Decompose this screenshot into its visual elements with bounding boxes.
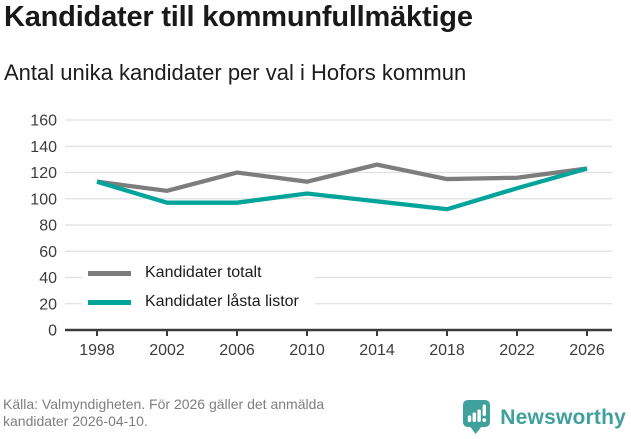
x-tick-label: 2018 <box>429 342 465 359</box>
y-tick-label: 20 <box>39 296 57 313</box>
x-tick-label: 2010 <box>289 342 325 359</box>
legend-label-locked: Kandidater låsta listor <box>145 293 299 310</box>
y-tick-label: 40 <box>39 270 57 287</box>
newsworthy-logo[interactable]: Newsworthy <box>463 400 626 435</box>
chart-svg: 0 20 40 60 80 100 120 140 160 1998 2002 2006 2010 201… <box>30 113 612 359</box>
source-note-line1: Källa: Valmyndigheten. För 2026 gäller d… <box>3 396 325 412</box>
series-line-0 <box>96 162 588 194</box>
legend-row-total: Kandidater totalt <box>88 261 299 285</box>
x-tick-label: 2022 <box>499 342 535 359</box>
legend-swatch-total-line <box>88 270 131 276</box>
chart-title: Kandidater till kommunfullmäktige <box>4 1 473 33</box>
x-tick-label: 2006 <box>219 342 255 359</box>
line-chart: 0 20 40 60 80 100 120 140 160 1998 2002 2006 2010 201… <box>0 105 631 365</box>
x-tick-label: 2002 <box>149 342 185 359</box>
x-tick-label: 2026 <box>569 342 605 359</box>
series-line-1 <box>96 166 588 212</box>
y-tick-label: 140 <box>30 139 57 156</box>
y-tick-label: 60 <box>39 244 57 261</box>
y-tick-label: 100 <box>30 191 57 208</box>
y-tick-label: 120 <box>30 165 57 182</box>
source-note-line2: kandidater 2026-04-10. <box>3 413 148 429</box>
brand-name: Newsworthy <box>500 405 626 429</box>
y-tick-label: 160 <box>30 113 57 130</box>
chart-subtitle: Antal unika kandidater per val i Hofors … <box>4 60 467 85</box>
legend: Kandidater totalt Kandidater låsta listo… <box>82 256 315 320</box>
newsworthy-bubble-chart-icon <box>463 400 491 434</box>
legend-label-total: Kandidater totalt <box>145 264 262 281</box>
x-tick-label: 1998 <box>79 342 115 359</box>
x-tick-label: 2014 <box>359 342 395 359</box>
source-note: Källa: Valmyndigheten. För 2026 gäller d… <box>3 396 324 430</box>
y-tick-label: 0 <box>48 323 57 340</box>
legend-swatch-locked-line <box>88 299 131 305</box>
y-tick-label: 80 <box>39 218 57 235</box>
legend-row-locked: Kandidater låsta listor <box>88 290 299 314</box>
